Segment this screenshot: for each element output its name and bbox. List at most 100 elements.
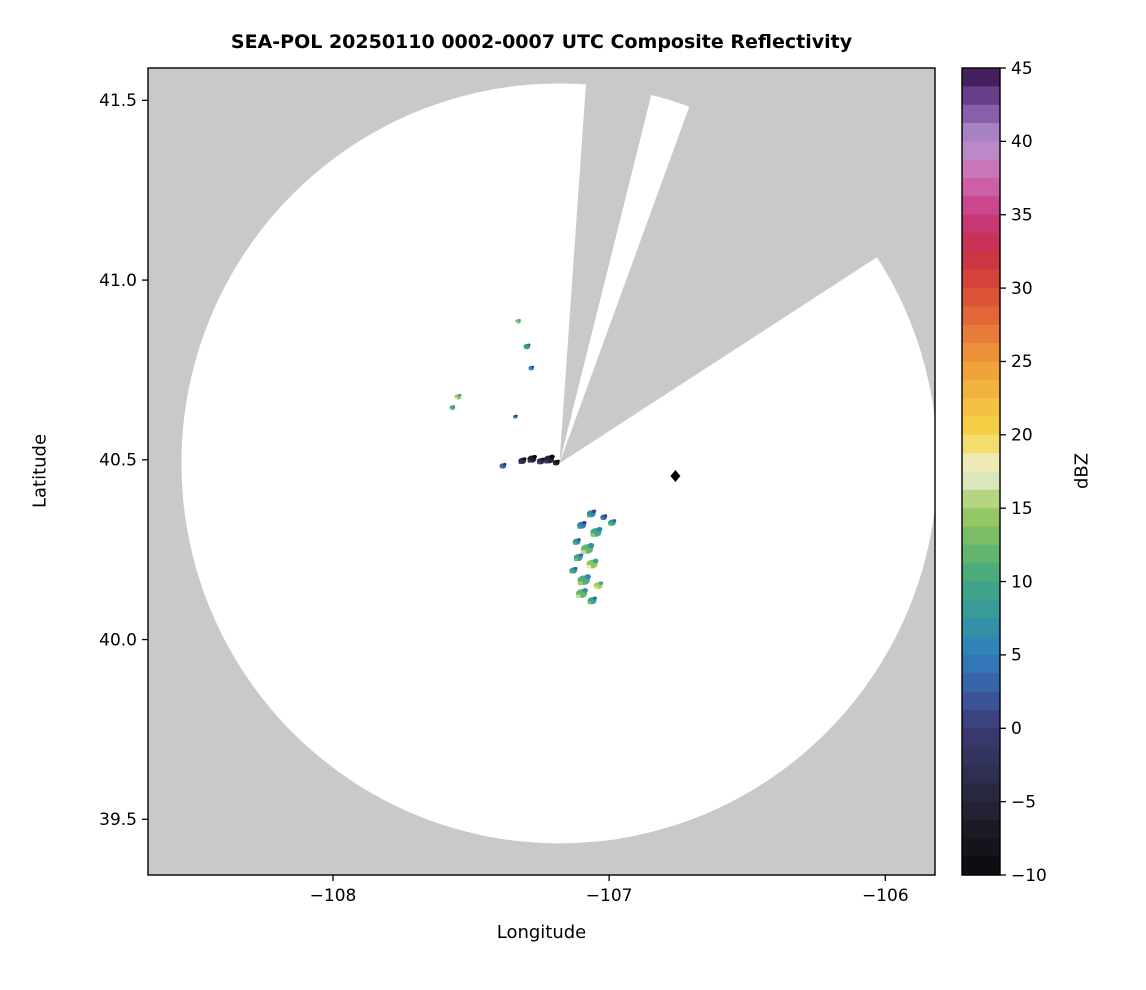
colorbar-band (962, 379, 1000, 399)
y-tick-label: 39.5 (99, 810, 137, 830)
colorbar-band (962, 123, 1000, 142)
colorbar-band (962, 68, 1000, 87)
reflectivity-echo (587, 596, 598, 605)
colorbar-band (962, 691, 1000, 711)
reflectivity-echo (536, 457, 545, 465)
blocked-sector (559, 68, 658, 464)
colorbar-band (962, 618, 1000, 638)
colorbar-band (962, 343, 1000, 363)
colorbar-band (962, 434, 1000, 454)
colorbar-band (962, 233, 1000, 253)
colorbar-band (962, 214, 1000, 234)
reflectivity-echo (593, 581, 604, 590)
colorbar-band (962, 783, 1000, 803)
station-marker-diamond (670, 469, 681, 482)
colorbar-tick-label: 30 (1011, 279, 1033, 299)
reflectivity-echo (572, 538, 581, 545)
colorbar-tick-label: 45 (1011, 59, 1033, 79)
colorbar-band (962, 856, 1000, 876)
reflectivity-echo (575, 588, 589, 599)
colorbar-band (962, 489, 1000, 509)
colorbar-band (962, 746, 1000, 766)
chart-title: SEA-POL 20250110 0002-0007 UTC Composite… (230, 31, 853, 53)
colorbar-band (962, 288, 1000, 308)
reflectivity-echo (573, 553, 584, 562)
reflectivity-echo (515, 318, 521, 324)
colorbar-frame (961, 67, 1001, 876)
colorbar-band (962, 251, 1000, 271)
reflectivity-echo (523, 343, 531, 350)
colorbar-band (962, 728, 1000, 748)
colorbar-band (962, 159, 1000, 179)
colorbar-band (962, 104, 1000, 124)
colorbar-band (962, 416, 1000, 436)
colorbar-band (962, 819, 1000, 839)
colorbar-band (962, 86, 1000, 106)
colorbar-band (962, 324, 1000, 344)
colorbar-band (962, 709, 1000, 729)
reflectivity-echo (518, 457, 527, 465)
colorbar-band (962, 654, 1000, 674)
colorbar-band (962, 544, 1000, 564)
colorbar-tick-label: −10 (1011, 866, 1047, 886)
colorbar-band (962, 599, 1000, 619)
reflectivity-echo (577, 520, 587, 529)
colorbar-band (962, 636, 1000, 656)
y-tick-label: 41.0 (99, 271, 137, 291)
colorbar-band (962, 361, 1000, 381)
reflectivity-echo (543, 454, 555, 464)
reflectivity-echo (552, 459, 560, 466)
reflectivity-echo (569, 566, 578, 574)
reflectivity-echo (600, 514, 608, 521)
colorbar-tick-label: 40 (1011, 132, 1033, 152)
reflectivity-echo (577, 574, 591, 586)
y-tick-label: 40.5 (99, 451, 137, 471)
reflectivity-echo (528, 365, 535, 371)
colorbar-tick-label: 15 (1011, 499, 1033, 519)
colorbar-tick-label: 5 (1011, 646, 1022, 666)
reflectivity-echo (590, 526, 603, 538)
colorbar-tick-label: 25 (1011, 352, 1033, 372)
reflectivity-echo (608, 519, 617, 526)
axes-frame (147, 67, 936, 876)
colorbar-tick-label: 0 (1011, 719, 1022, 739)
colorbar-tick-label: 10 (1011, 572, 1033, 592)
reflectivity-echo (513, 414, 518, 419)
blocked-sector (559, 68, 935, 464)
colorbar-band (962, 453, 1000, 473)
colorbar-band (962, 141, 1000, 161)
colorbar-band (962, 398, 1000, 418)
colorbar-band (962, 196, 1000, 216)
colorbar-band (962, 526, 1000, 546)
colorbar-band (962, 838, 1000, 858)
reflectivity-echo (586, 558, 599, 569)
colorbar-band (962, 269, 1000, 289)
colorbar: −10 −5 0 5 10 15 20 25 30 35 40 45 (961, 59, 1047, 886)
x-tick-label: −107 (586, 886, 633, 906)
x-tick-label: −106 (862, 886, 909, 906)
colorbar-band (962, 306, 1000, 326)
reflectivity-echo (499, 462, 507, 469)
colorbar-tick-label: 35 (1011, 206, 1033, 226)
x-axis-label: Longitude (496, 922, 587, 943)
colorbar-band (962, 178, 1000, 197)
reflectivity-echo (527, 454, 537, 463)
x-tick-label: −108 (310, 886, 357, 906)
colorbar-band (962, 471, 1000, 491)
reflectivity-echo (449, 405, 456, 410)
colorbar-band (962, 801, 1000, 821)
colorbar-tick-label: −5 (1011, 792, 1036, 812)
reflectivity-echo (586, 509, 597, 518)
colorbar-tick-label: 20 (1011, 426, 1033, 446)
colorbar-band (962, 764, 1000, 784)
colorbar-band (962, 673, 1000, 693)
y-tick-label: 41.5 (99, 91, 137, 111)
colorbar-band (962, 508, 1000, 528)
reflectivity-echo (454, 393, 462, 400)
colorbar-band (962, 563, 1000, 583)
colorbar-band (962, 581, 1000, 601)
reflectivity-echo (580, 542, 595, 555)
y-tick-label: 40.0 (99, 630, 137, 650)
